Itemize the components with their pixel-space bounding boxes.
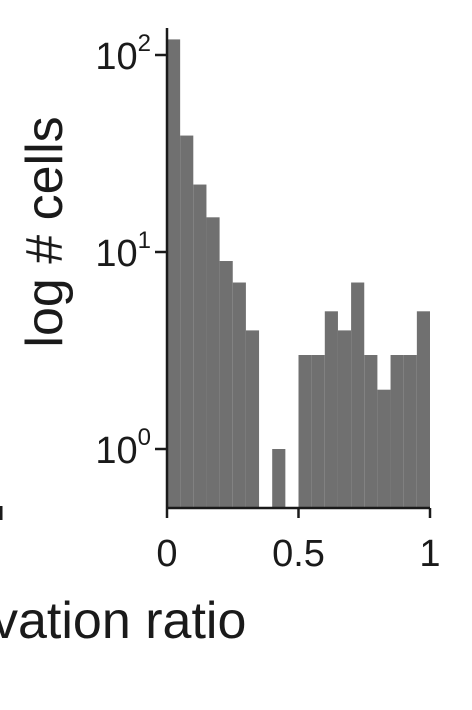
histogram-bar [219, 261, 233, 508]
y-tick-label: 102 [95, 30, 151, 78]
histogram-bar [311, 355, 325, 508]
x-tick-label: 0.5 [272, 533, 325, 575]
x-axis-title: vation ratio [0, 592, 246, 650]
y-axis-title: log # cells [16, 116, 74, 347]
histogram-bar [337, 330, 352, 508]
histogram-bar [364, 355, 378, 508]
y-tick-label: 101 [95, 227, 151, 275]
histogram-bar [416, 311, 430, 508]
x-tick-label: 0 [156, 533, 177, 575]
histogram-bar [351, 282, 365, 508]
histogram-bar [403, 355, 417, 508]
axes [155, 28, 432, 518]
histogram-bar [377, 389, 391, 508]
histogram-bar [206, 217, 220, 508]
histogram-bar [272, 449, 286, 508]
tick-labels: 0 0.5 1 100 101 102 [95, 30, 440, 575]
x-tick-label: 1 [419, 533, 440, 575]
histogram-bar [167, 39, 181, 508]
y-tick-label: 100 [95, 424, 151, 472]
histogram-bar [180, 135, 194, 508]
histogram-bar [245, 330, 260, 508]
histogram-bar [324, 311, 338, 508]
histogram-bars [167, 39, 430, 508]
histogram-bar [232, 282, 246, 508]
histogram-bar [298, 355, 312, 508]
histogram-bar [390, 355, 404, 508]
histogram-bar [193, 184, 207, 508]
